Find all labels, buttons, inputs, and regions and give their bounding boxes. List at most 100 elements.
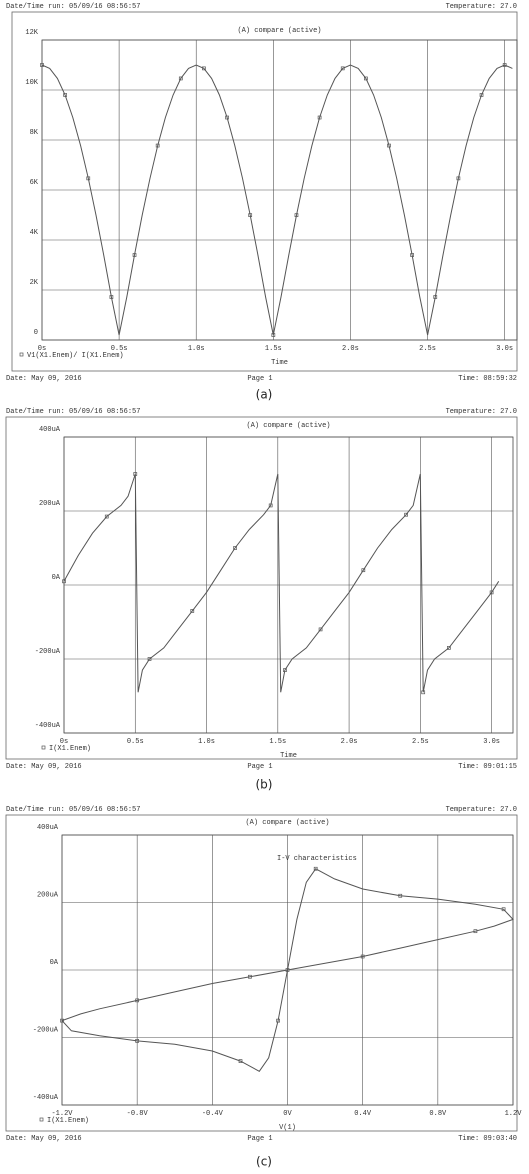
x-tick-label: 1.5s xyxy=(269,738,286,746)
point-marker xyxy=(63,93,67,97)
x-axis-label: Time xyxy=(271,359,288,367)
point-marker xyxy=(313,866,318,871)
panel-frame xyxy=(11,11,518,372)
point-marker xyxy=(479,93,484,97)
point-marker xyxy=(155,143,160,148)
point-marker xyxy=(317,115,322,120)
x-tick-label: 1.2V xyxy=(505,1110,523,1118)
y-tick-label: 10K xyxy=(25,79,38,87)
point-marker xyxy=(147,657,152,661)
legend-marker xyxy=(41,745,46,750)
x-tick-label: -0.8V xyxy=(127,1110,149,1118)
caption: (a) xyxy=(256,388,273,402)
point-marker xyxy=(410,253,414,257)
data-line xyxy=(63,473,500,693)
footer-center: Page 1 xyxy=(247,375,272,383)
point-marker xyxy=(398,893,403,898)
legend-marker xyxy=(19,352,24,357)
x-tick-label: 2.0s xyxy=(341,738,358,746)
point-marker xyxy=(135,998,140,1003)
point-marker xyxy=(225,115,229,120)
y-tick-label: 0 xyxy=(34,329,38,337)
point-marker xyxy=(447,646,451,650)
header-left: Date/Time run: 05/09/16 08:56:57 xyxy=(6,3,140,11)
point-marker xyxy=(421,690,426,695)
point-marker xyxy=(62,579,66,584)
chart-title: (A) compare (active) xyxy=(246,422,330,430)
header-right: Temperature: 27.0 xyxy=(446,3,517,11)
y-tick-label: 200uA xyxy=(37,891,59,899)
x-tick-label: 0.5s xyxy=(127,738,144,746)
y-tick-label: 4K xyxy=(30,229,39,237)
legend-label: I(X1.Enem) xyxy=(49,745,91,753)
point-marker xyxy=(271,333,276,337)
legend-label: I(X1.Enem) xyxy=(47,1117,89,1125)
caption: (c) xyxy=(256,1155,272,1169)
point-marker xyxy=(433,295,438,299)
footer-left: Date: May 09, 2016 xyxy=(6,375,82,383)
x-tick-label: 3.0s xyxy=(483,738,500,746)
legend-label: V1(X1.Enem)/ I(X1.Enem) xyxy=(27,352,124,360)
y-tick-label: 400uA xyxy=(37,824,59,832)
y-tick-label: 8K xyxy=(30,129,39,137)
x-tick-label: 0V xyxy=(283,1110,292,1118)
y-tick-label: -400uA xyxy=(33,1094,59,1102)
x-tick-label: 0.4V xyxy=(354,1110,372,1118)
x-tick-label: 1.5s xyxy=(265,345,282,353)
x-tick-label: 0.5s xyxy=(111,345,128,353)
point-marker xyxy=(268,503,273,508)
point-marker xyxy=(238,1059,243,1063)
x-tick-label: 0s xyxy=(60,738,68,746)
point-marker xyxy=(456,176,461,181)
legend-marker xyxy=(39,1117,44,1122)
point-marker xyxy=(340,66,345,71)
x-axis-label: V(1) xyxy=(279,1124,296,1132)
footer-right: Time: 08:59:32 xyxy=(458,375,517,383)
x-tick-label: 0.8V xyxy=(429,1110,447,1118)
point-marker xyxy=(502,63,507,67)
x-tick-label: 1.0s xyxy=(188,345,205,353)
data-line xyxy=(61,868,514,1072)
point-marker xyxy=(86,176,91,181)
y-tick-label: 12K xyxy=(25,29,38,37)
point-marker xyxy=(387,143,391,148)
y-tick-label: -400uA xyxy=(35,722,61,730)
footer-left: Date: May 09, 2016 xyxy=(6,763,82,771)
footer-center: Page 1 xyxy=(247,763,272,771)
x-axis-label: Time xyxy=(280,752,297,760)
y-tick-label: 200uA xyxy=(39,500,61,508)
x-tick-label: 2.5s xyxy=(412,738,429,746)
point-marker xyxy=(104,514,109,519)
y-tick-label: 0A xyxy=(50,959,59,967)
header-left: Date/Time run: 05/09/16 08:56:57 xyxy=(6,806,140,814)
y-tick-label: -200uA xyxy=(35,648,61,656)
point-marker xyxy=(233,546,237,550)
x-tick-label: -1.2V xyxy=(51,1110,73,1118)
panel-frame xyxy=(5,814,518,1132)
point-marker xyxy=(190,609,195,613)
footer-center: Page 1 xyxy=(247,1135,272,1143)
point-marker xyxy=(361,568,366,573)
panel-frame xyxy=(5,416,518,760)
point-marker xyxy=(248,974,252,979)
x-tick-label: 3.0s xyxy=(496,345,513,353)
chart-title: (A) compare (active) xyxy=(237,27,321,35)
header-right: Temperature: 27.0 xyxy=(446,806,517,814)
point-marker xyxy=(135,1039,140,1043)
point-marker xyxy=(248,213,253,217)
header-left: Date/Time run: 05/09/16 08:56:57 xyxy=(6,408,140,416)
y-tick-label: 0A xyxy=(52,574,61,582)
header-right: Temperature: 27.0 xyxy=(446,408,517,416)
data-line xyxy=(41,64,513,336)
x-tick-label: 2.5s xyxy=(419,345,436,353)
point-marker xyxy=(178,76,183,81)
point-marker xyxy=(318,627,323,632)
point-marker xyxy=(133,472,138,476)
point-marker xyxy=(283,668,287,672)
point-marker xyxy=(364,76,368,81)
footer-right: Time: 09:03:40 xyxy=(458,1135,517,1143)
point-marker xyxy=(60,1018,64,1023)
point-marker xyxy=(501,907,506,912)
point-marker xyxy=(404,512,408,517)
x-tick-label: 0s xyxy=(38,345,46,353)
